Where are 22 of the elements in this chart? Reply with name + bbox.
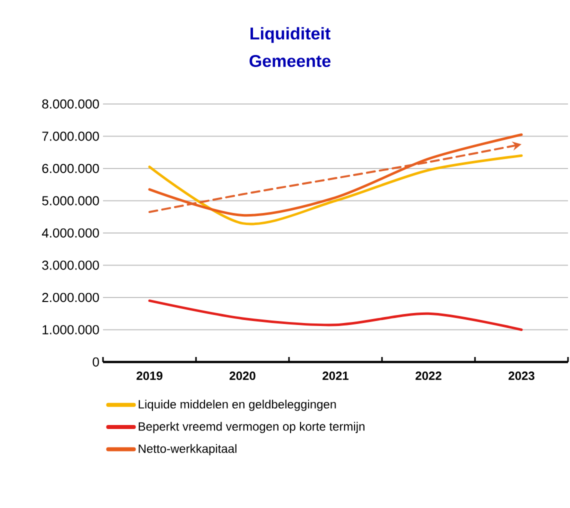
chart-subtitle: Gemeente [250, 54, 331, 68]
y-tick-label: 3.000.000 [42, 260, 99, 270]
legend-label: Liquide middelen en geldbeleggingen [138, 400, 336, 411]
y-tick-label: 6.000.000 [42, 164, 99, 174]
line-series [148, 154, 523, 226]
x-tick-label: 2020 [230, 372, 256, 380]
chart-title: Liquiditeit [250, 27, 330, 43]
x-tick-label: 2022 [416, 372, 442, 380]
line-series [148, 299, 523, 331]
x-tick-label: 2021 [322, 372, 349, 380]
legend-label: Beperkt vreemd vermogen op korte termijn [138, 422, 364, 434]
y-tick-label: 5.000.000 [42, 196, 99, 206]
legend-label: Netto-werkkapitaal [138, 444, 236, 456]
y-tick-label: 7.000.000 [42, 132, 99, 141]
y-tick-label: 1.000.000 [42, 325, 99, 334]
x-tick-label: 2019 [136, 372, 162, 380]
y-tick-label: 0 [92, 357, 99, 367]
y-tick-label: 4.000.000 [42, 228, 99, 238]
y-tick-label: 2.000.000 [42, 292, 99, 302]
x-tick-label: 2023 [508, 372, 534, 380]
y-tick-label: 8.000.000 [42, 99, 99, 109]
line-series [148, 133, 523, 217]
